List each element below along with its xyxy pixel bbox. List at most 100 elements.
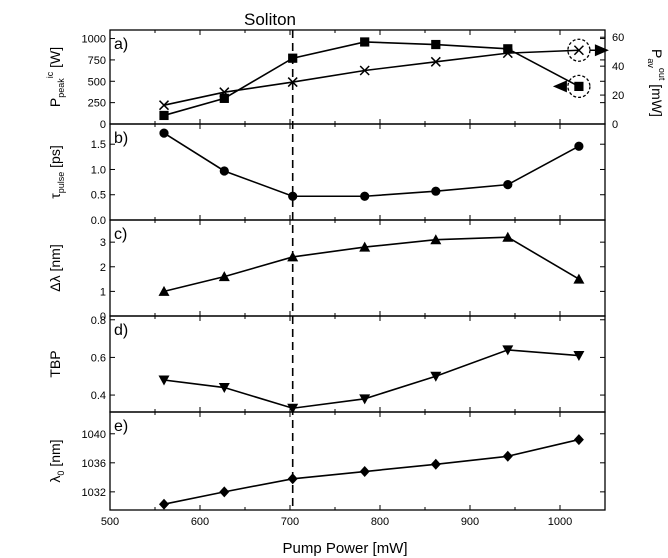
x-tick-label: 700: [281, 516, 299, 528]
y-tick-label: 1000: [82, 34, 106, 46]
cross-stroke: [219, 87, 230, 98]
y2-tick-label: 0: [612, 119, 618, 131]
panel-b-data-point: [219, 166, 229, 176]
panel-b-data-point: [503, 180, 513, 190]
y-tick-label: 250: [88, 98, 106, 110]
y-tick-label: 0: [100, 311, 106, 323]
panel-b-letter: b): [114, 130, 128, 147]
panel-b-data-point: [431, 186, 441, 196]
panel-c-data-point: [359, 241, 371, 252]
panel-d-series-0-line: [163, 349, 579, 410]
panel-c: 0 1 2 3 c) Δλ [nm]: [47, 219, 606, 323]
panel-e-data-point: [359, 466, 370, 478]
y-tick-label: 1040: [82, 429, 106, 441]
panel-a-data-point: [159, 110, 169, 121]
panel-c-letter: c): [114, 226, 127, 243]
x-axis-title: Pump Power [mW]: [282, 540, 407, 557]
y2-tick-label: 60: [612, 32, 624, 44]
arrow-left-icon: [552, 80, 567, 93]
y-tick-label: 0.4: [91, 390, 106, 402]
y-tick-label: 500: [88, 76, 106, 88]
panel-e-data-point: [430, 458, 441, 470]
panel-e-y-title: λ0 [nm]: [47, 439, 66, 482]
panel-b: 0.0 0.5 1.0 1.5 b) τpulse [ps]: [47, 123, 606, 227]
arrow-right-icon: [594, 44, 609, 57]
panel-d-y-title: TBP: [47, 350, 63, 377]
panel-d-letter: d): [114, 322, 128, 339]
figure-static-layer: Soliton Pump Power [mW]: [244, 10, 408, 557]
panel-a-data-point: [219, 87, 230, 98]
cross-stroke: [573, 45, 584, 56]
panel-a-y-title: Ppeakic [W]: [45, 47, 66, 107]
y-tick-label: 1036: [82, 458, 106, 470]
panel-a-data-point: [431, 39, 441, 50]
panel-a-letter: a): [114, 36, 128, 53]
y-tick-label: 0.6: [91, 352, 106, 364]
panel-c-data-point: [573, 273, 585, 284]
panel-a-data-point: [158, 100, 170, 111]
y-tick-label: 0.5: [91, 190, 106, 202]
circled-marker-annotation: [567, 38, 609, 62]
cross-stroke: [158, 100, 170, 111]
x-tick-label: 800: [371, 516, 389, 528]
y-tick-label: 750: [88, 55, 106, 67]
panel-c-data-point: [502, 231, 514, 242]
panel-c-series-0-line: [163, 236, 580, 293]
panel-a-data-point: [573, 45, 584, 56]
panel-c-data-point: [430, 234, 442, 245]
panel-d-frame: [109, 315, 606, 413]
cross-stroke: [430, 56, 441, 67]
panel-b-data-point: [159, 128, 169, 138]
panel-a-data-point: [430, 56, 441, 67]
panel-b-series-0-line: [163, 132, 580, 198]
x-tick-label: 600: [191, 516, 209, 528]
panel-a-data-point: [503, 44, 513, 54]
y-tick-label: 3: [100, 237, 106, 249]
x-tick-label: 900: [461, 516, 479, 528]
cross-stroke: [502, 48, 513, 59]
panel-b-data-point: [288, 191, 298, 201]
panel-d-data-point: [158, 375, 170, 386]
panel-b-data-point: [574, 141, 584, 151]
y-tick-label: 0: [100, 119, 106, 131]
y-tick-label: 0.0: [91, 215, 106, 227]
panel-b-y-title: τpulse [ps]: [47, 145, 66, 199]
panel-e-data-point: [573, 434, 584, 446]
y-tick-label: 1.5: [91, 139, 106, 151]
panel-c-data-point: [218, 271, 230, 282]
panel-b-data-point: [360, 191, 370, 201]
annotation-circle: [567, 74, 591, 99]
panel-c-y-title: Δλ [nm]: [47, 244, 63, 291]
panel-a-data-point: [502, 48, 513, 59]
panel-e: 1032 1036 1040 500 600 700 800 900 1000 e) λ0 [nm]: [47, 411, 606, 528]
panel-e-letter: e): [114, 418, 128, 435]
panel-a-data-point: [219, 93, 229, 103]
panel-e-data-point: [219, 486, 230, 498]
y2-tick-label: 40: [612, 61, 624, 73]
panel-d-data-point: [359, 394, 371, 405]
panel-c-data-point: [158, 285, 170, 296]
y-tick-label: 0.8: [91, 315, 106, 327]
panel-d: 0.4 0.6 0.8 d) TBP: [47, 315, 606, 414]
panel-a: 0 250 500 750 1000 0 20 40 60 Pavout [mW] a) Ppeaki…: [45, 29, 667, 131]
panel-c-frame: [109, 219, 606, 317]
panel-d-data-point: [502, 345, 514, 356]
figure-title: Soliton: [244, 10, 296, 29]
y2-tick-label: 20: [612, 90, 624, 102]
panel-a-data-point: [574, 81, 584, 91]
panel-d-data-point: [430, 371, 442, 382]
y-tick-label: 1.0: [91, 164, 106, 176]
right-axis-title: Pavout [mW]: [646, 49, 667, 117]
y-tick-label: 1: [100, 286, 106, 298]
x-tick-label: 1000: [548, 516, 572, 528]
y-tick-label: 1032: [82, 487, 106, 499]
y-tick-label: 2: [100, 262, 106, 274]
panel-d-data-point: [573, 351, 585, 362]
panel-e-data-point: [159, 498, 169, 510]
circled-marker-annotation: [552, 74, 591, 99]
panel-a-data-point: [360, 37, 370, 47]
panel-e-data-point: [502, 450, 513, 462]
panel-a-data-point: [359, 65, 370, 76]
